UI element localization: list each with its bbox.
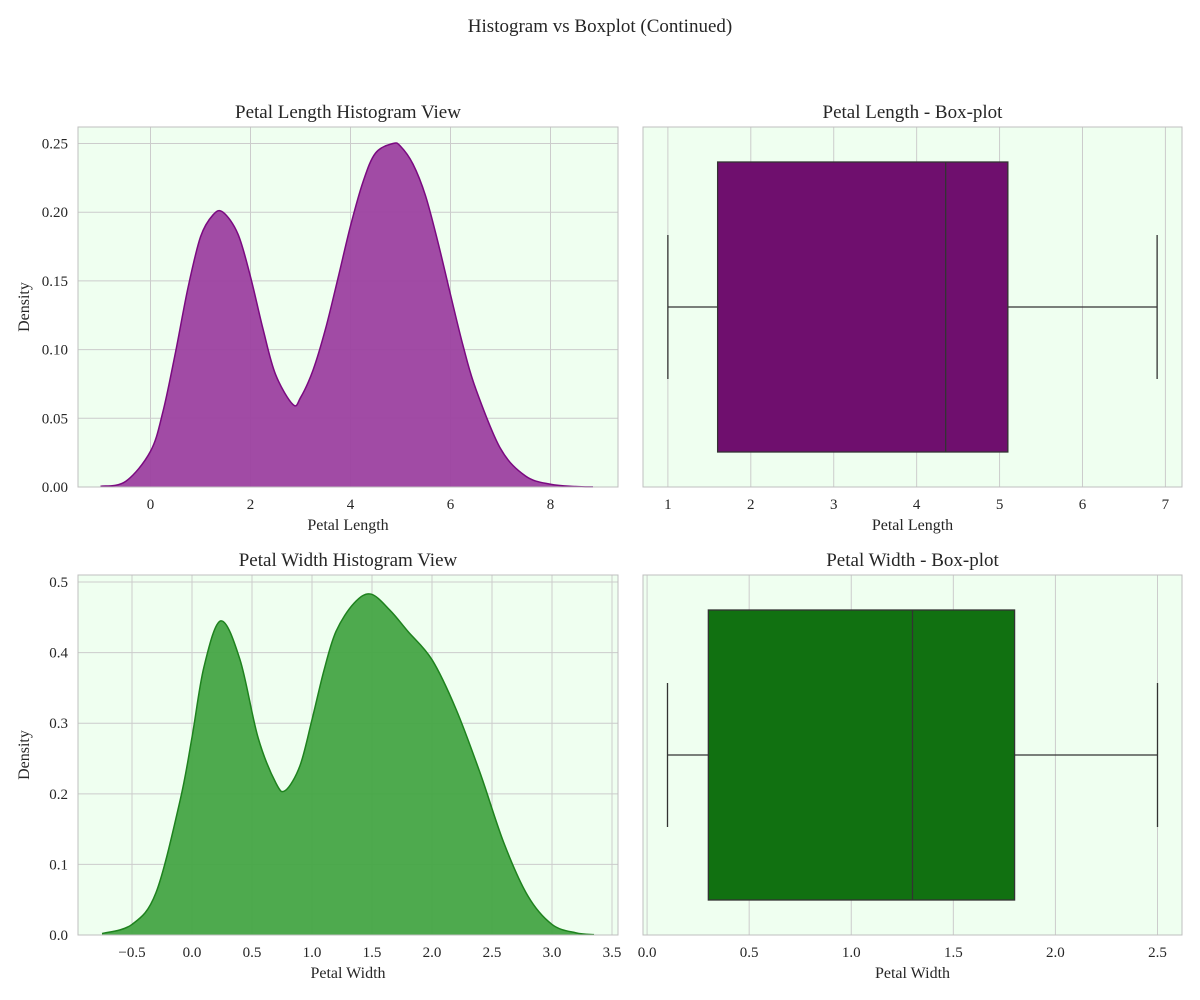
y-tick-label: 0.20 bbox=[42, 205, 68, 221]
x-axis-label: Petal Length bbox=[307, 517, 388, 534]
x-tick-label: 0 bbox=[147, 497, 155, 513]
x-tick-label: 1 bbox=[664, 497, 672, 513]
x-axis-label: Petal Length bbox=[872, 517, 953, 534]
y-tick-label: 0.15 bbox=[42, 274, 68, 290]
y-tick-label: 0.10 bbox=[42, 343, 68, 359]
axes-frame bbox=[642, 126, 1183, 488]
x-tick-label: 2.5 bbox=[483, 945, 502, 961]
figure-title: Histogram vs Boxplot (Continued) bbox=[467, 16, 733, 37]
x-tick-label: 2 bbox=[747, 497, 755, 513]
axes-frame bbox=[642, 574, 1183, 936]
x-tick-label: 8 bbox=[547, 497, 555, 513]
x-tick-label: 0.5 bbox=[243, 945, 262, 961]
x-tick-label: 0.5 bbox=[740, 945, 759, 961]
petal-width-density-panel: −0.5 0.0 0.5 1.0 1.5 2.0 2.5 3.0 3.5 0.0 0.1 0.2 0.3… bbox=[16, 550, 621, 982]
density-area bbox=[100, 142, 593, 487]
x-axis-label: Petal Width bbox=[875, 965, 950, 982]
axes-frame bbox=[77, 574, 619, 936]
y-tick-label: 0.1 bbox=[49, 857, 68, 873]
x-tick-label: 7 bbox=[1162, 497, 1170, 513]
petal-length-density-panel: 0 2 4 6 8 0.00 0.05 0.10 0.15 0.20 0.25 Petal Lengt… bbox=[16, 102, 619, 534]
x-tick-label: 1.5 bbox=[944, 945, 963, 961]
x-tick-label: 0.0 bbox=[638, 945, 657, 961]
density-line bbox=[100, 142, 594, 488]
petal-width-boxplot-panel: 0.0 0.5 1.0 1.5 2.0 2.5 Petal Width - Box-plot… bbox=[638, 550, 1183, 982]
x-tick-label: 6 bbox=[1079, 497, 1087, 513]
y-axis-label: Density bbox=[16, 282, 33, 332]
petal-length-boxplot-panel: 1 2 3 4 5 6 7 Petal Length - Box-plot Petal Leng… bbox=[642, 102, 1183, 534]
iqr-box bbox=[707, 609, 1016, 901]
x-tick-label: 0.0 bbox=[183, 945, 202, 961]
panel-title: Petal Width - Box-plot bbox=[826, 550, 999, 571]
y-tick-label: 0.2 bbox=[49, 787, 68, 803]
x-tick-label: 6 bbox=[447, 497, 455, 513]
y-tick-label: 0.5 bbox=[49, 575, 68, 591]
y-tick-label: 0.0 bbox=[49, 928, 68, 944]
x-tick-label: 1.0 bbox=[303, 945, 322, 961]
x-tick-label: 3 bbox=[830, 497, 838, 513]
x-tick-label: 2 bbox=[247, 497, 255, 513]
x-axis-label: Petal Width bbox=[310, 965, 385, 982]
x-tick-label: 4 bbox=[913, 497, 921, 513]
x-tick-label: 2.0 bbox=[1046, 945, 1065, 961]
y-tick-label: 0.05 bbox=[42, 411, 68, 427]
x-tick-label: 4 bbox=[347, 497, 355, 513]
density-area bbox=[102, 593, 594, 935]
axes-frame bbox=[77, 126, 619, 488]
iqr-box bbox=[716, 161, 1009, 453]
x-tick-label: −0.5 bbox=[118, 945, 145, 961]
panel-title: Petal Width Histogram View bbox=[239, 550, 458, 571]
y-tick-label: 0.00 bbox=[42, 480, 68, 496]
y-axis-label: Density bbox=[16, 730, 33, 780]
y-tick-label: 0.3 bbox=[49, 716, 68, 732]
x-tick-label: 5 bbox=[996, 497, 1004, 513]
x-tick-label: 1.5 bbox=[363, 945, 382, 961]
x-tick-label: 1.0 bbox=[842, 945, 861, 961]
x-tick-label: 2.5 bbox=[1148, 945, 1167, 961]
panel-title: Petal Length Histogram View bbox=[235, 102, 461, 123]
y-tick-label: 0.25 bbox=[42, 136, 68, 152]
y-tick-label: 0.4 bbox=[49, 646, 68, 662]
density-line bbox=[101, 593, 595, 936]
x-tick-label: 2.0 bbox=[423, 945, 442, 961]
panel-title: Petal Length - Box-plot bbox=[823, 102, 1004, 123]
x-tick-label: 3.5 bbox=[603, 945, 622, 961]
x-tick-label: 3.0 bbox=[543, 945, 562, 961]
